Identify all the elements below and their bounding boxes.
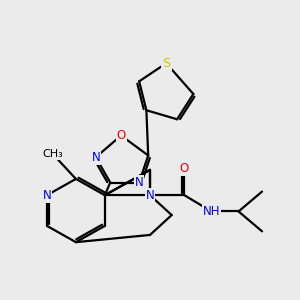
Text: NH: NH — [203, 205, 220, 218]
Text: S: S — [162, 57, 170, 70]
Text: N: N — [43, 189, 51, 202]
Text: N: N — [92, 151, 100, 164]
Text: N: N — [135, 176, 143, 189]
Text: CH₃: CH₃ — [42, 148, 63, 159]
Text: O: O — [116, 129, 126, 142]
Text: N: N — [146, 189, 154, 202]
Text: O: O — [180, 162, 189, 175]
